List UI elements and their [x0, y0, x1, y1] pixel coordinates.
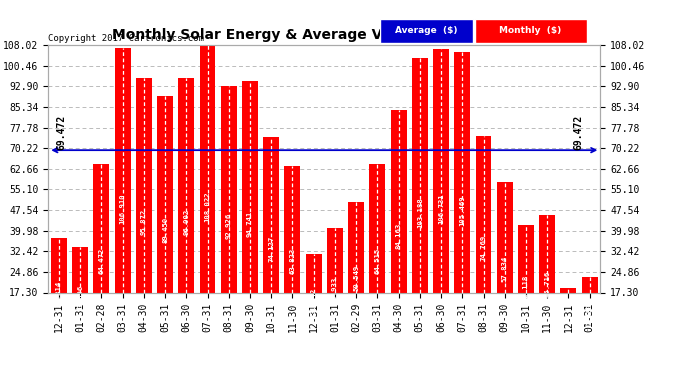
Text: 89.450: 89.450	[162, 217, 168, 243]
Bar	[348, 202, 364, 340]
Text: 108.022: 108.022	[204, 192, 210, 222]
Bar	[327, 228, 343, 340]
Bar	[540, 215, 555, 340]
Text: 50.549: 50.549	[353, 264, 359, 291]
Bar	[475, 136, 491, 340]
Bar	[433, 48, 449, 340]
Text: 95.872: 95.872	[141, 209, 147, 235]
Text: 74.127: 74.127	[268, 236, 274, 262]
Text: 64.472: 64.472	[99, 248, 104, 274]
Bar	[560, 288, 576, 340]
Text: 74.769: 74.769	[480, 235, 486, 261]
Bar	[115, 48, 130, 340]
Text: 106.910: 106.910	[119, 193, 126, 224]
Text: 105.469: 105.469	[460, 195, 465, 225]
Text: 42.118: 42.118	[523, 275, 529, 301]
Text: 84.163: 84.163	[395, 223, 402, 249]
Text: 96.002: 96.002	[184, 209, 189, 235]
Bar	[412, 58, 428, 340]
Text: 69.472: 69.472	[574, 115, 584, 150]
Bar	[306, 254, 322, 340]
Text: 45.716: 45.716	[544, 270, 550, 297]
Text: 106.731: 106.731	[438, 194, 444, 224]
Text: 37.314: 37.314	[56, 281, 62, 307]
Bar	[369, 164, 385, 340]
Text: 94.741: 94.741	[247, 210, 253, 237]
Bar	[284, 166, 300, 340]
Text: 31.442: 31.442	[310, 288, 317, 314]
Text: 64.515: 64.515	[375, 248, 380, 274]
Text: 103.188: 103.188	[417, 198, 423, 228]
Text: 92.926: 92.926	[226, 213, 232, 239]
Bar	[157, 96, 173, 340]
Bar	[136, 78, 152, 340]
Bar	[221, 86, 237, 340]
Text: Monthly  ($): Monthly ($)	[500, 26, 562, 36]
Bar	[199, 45, 215, 340]
Text: 69.472: 69.472	[57, 115, 66, 150]
Text: 63.823: 63.823	[289, 248, 295, 274]
Text: Copyright 2017 Cartronics.com: Copyright 2017 Cartronics.com	[48, 33, 204, 42]
Bar	[582, 278, 598, 340]
Bar	[454, 52, 471, 340]
Bar	[51, 238, 67, 340]
Bar	[242, 81, 258, 340]
Bar	[93, 164, 109, 340]
Text: 57.834: 57.834	[502, 256, 508, 282]
Bar	[391, 110, 406, 340]
Bar	[264, 138, 279, 340]
FancyBboxPatch shape	[380, 19, 473, 43]
Bar	[178, 78, 195, 340]
Bar	[72, 247, 88, 340]
Text: Average  ($): Average ($)	[395, 26, 457, 36]
Title: Monthly Solar Energy & Average Value Fri Feb 3 17:15: Monthly Solar Energy & Average Value Fri…	[112, 28, 537, 42]
Text: 33.896: 33.896	[77, 285, 83, 311]
Text: 40.933: 40.933	[332, 276, 338, 303]
Text: 22.805: 22.805	[586, 298, 593, 325]
FancyBboxPatch shape	[475, 19, 586, 43]
Bar	[497, 182, 513, 340]
Bar	[518, 225, 534, 340]
